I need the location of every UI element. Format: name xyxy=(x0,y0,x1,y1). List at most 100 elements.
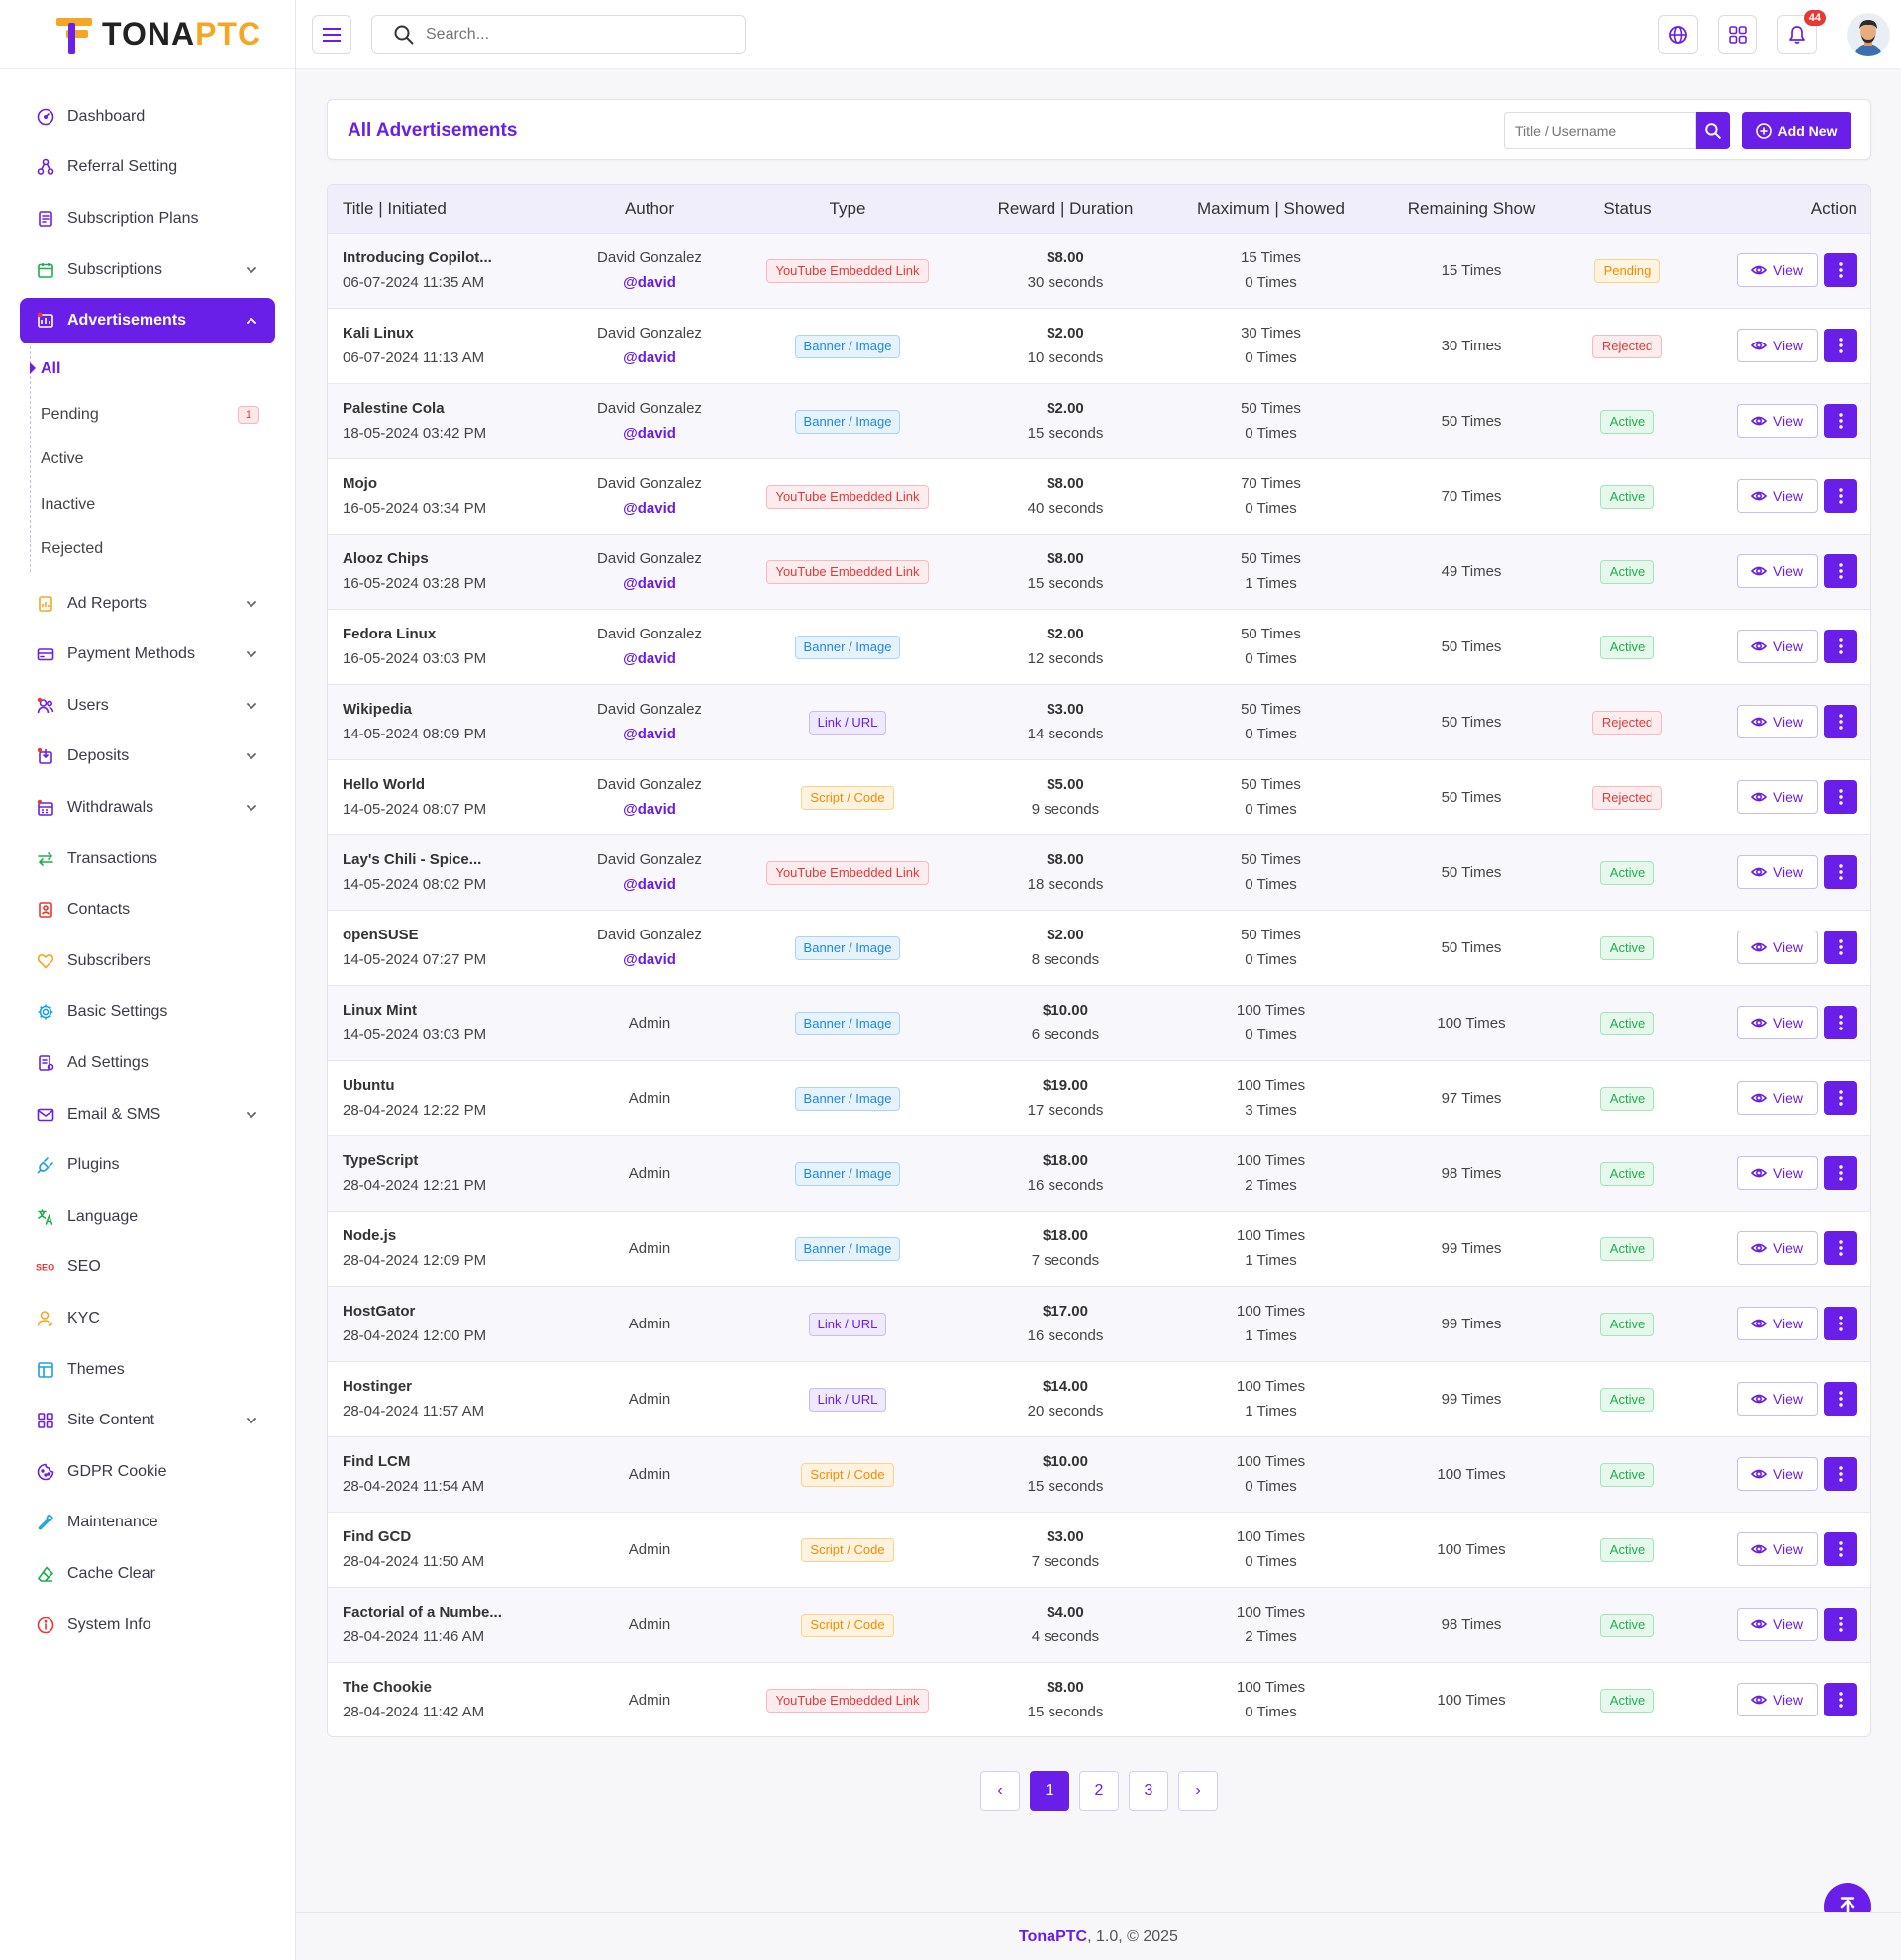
pagination-next-button[interactable]: › xyxy=(1178,1771,1218,1811)
sidebar-item-transactions[interactable]: Transactions xyxy=(0,833,295,885)
sidebar-item-contacts[interactable]: Contacts xyxy=(0,884,295,935)
more-actions-button[interactable] xyxy=(1824,1156,1857,1190)
sidebar-item-language[interactable]: Language xyxy=(0,1191,295,1242)
sidebar-item-ad-settings[interactable]: Ad Settings xyxy=(0,1037,295,1089)
sidebar-item-seo[interactable]: SEO SEO xyxy=(0,1242,295,1294)
author-handle-link[interactable]: @david xyxy=(623,425,676,441)
more-actions-button[interactable] xyxy=(1824,1231,1857,1265)
view-button[interactable]: View xyxy=(1737,1006,1818,1039)
sidebar-item-subscriptions[interactable]: Subscriptions xyxy=(0,245,295,296)
author-handle-link[interactable]: @david xyxy=(623,575,676,592)
column-header[interactable]: Maximum | Showed xyxy=(1197,198,1345,218)
avatar[interactable] xyxy=(1847,13,1890,56)
pagination-page-3[interactable]: 3 xyxy=(1129,1771,1168,1811)
sidebar-item-users[interactable]: Users xyxy=(0,680,295,732)
view-button[interactable]: View xyxy=(1737,1231,1818,1265)
column-header[interactable]: Reward | Duration xyxy=(997,198,1134,218)
more-actions-button[interactable] xyxy=(1824,554,1857,588)
sidebar-item-withdrawals[interactable]: Withdrawals xyxy=(0,782,295,833)
author-handle-link[interactable]: @david xyxy=(623,951,676,968)
more-actions-button[interactable] xyxy=(1824,1532,1857,1566)
view-button[interactable]: View xyxy=(1737,1608,1818,1641)
title-username-filter-input[interactable] xyxy=(1504,112,1696,149)
more-actions-button[interactable] xyxy=(1824,1608,1857,1641)
view-button[interactable]: View xyxy=(1737,705,1818,738)
sidebar-item-payment-methods[interactable]: Payment Methods xyxy=(0,629,295,680)
view-button[interactable]: View xyxy=(1737,931,1818,964)
more-actions-button[interactable] xyxy=(1824,1081,1857,1115)
pagination-page-2[interactable]: 2 xyxy=(1079,1771,1119,1811)
submenu-item-pending[interactable]: Pending 1 xyxy=(31,392,295,438)
view-button[interactable]: View xyxy=(1737,1382,1818,1416)
submenu-item-all[interactable]: All xyxy=(30,346,295,392)
more-actions-button[interactable] xyxy=(1824,404,1857,438)
sidebar-item-ad-reports[interactable]: Ad Reports xyxy=(0,578,295,630)
view-button[interactable]: View xyxy=(1737,1081,1818,1115)
view-button[interactable]: View xyxy=(1737,780,1818,814)
sidebar-item-basic-settings[interactable]: Basic Settings xyxy=(0,987,295,1038)
sidebar-item-subscription-plans[interactable]: Subscription Plans xyxy=(0,193,295,245)
view-button[interactable]: View xyxy=(1737,1156,1818,1190)
column-header[interactable]: Author xyxy=(624,198,675,218)
sidebar-item-advertisements[interactable]: Advertisements xyxy=(20,298,275,344)
column-header[interactable]: Title | Initiated xyxy=(343,198,447,218)
footer-brand-link[interactable]: TonaPTC xyxy=(1019,1927,1088,1945)
author-handle-link[interactable]: @david xyxy=(623,349,676,366)
sidebar-item-cache-clear[interactable]: Cache Clear xyxy=(0,1548,295,1600)
more-actions-button[interactable] xyxy=(1824,1457,1857,1491)
sidebar-item-plugins[interactable]: Plugins xyxy=(0,1139,295,1191)
notifications-button[interactable]: 44 xyxy=(1777,10,1826,54)
submenu-item-rejected[interactable]: Rejected xyxy=(31,527,295,572)
submenu-item-active[interactable]: Active xyxy=(31,437,295,482)
column-header[interactable]: Remaining Show xyxy=(1407,198,1536,218)
more-actions-button[interactable] xyxy=(1824,931,1857,964)
sidebar-item-site-content[interactable]: Site Content xyxy=(0,1395,295,1446)
author-handle-link[interactable]: @david xyxy=(623,650,676,667)
menu-toggle-button[interactable] xyxy=(312,15,351,54)
column-header[interactable]: Type xyxy=(829,198,866,218)
view-button[interactable]: View xyxy=(1737,1532,1818,1566)
pagination-page-1[interactable]: 1 xyxy=(1030,1771,1069,1811)
more-actions-button[interactable] xyxy=(1824,1006,1857,1039)
more-actions-button[interactable] xyxy=(1824,329,1857,362)
column-header[interactable]: Status xyxy=(1603,198,1651,218)
more-actions-button[interactable] xyxy=(1824,1307,1857,1340)
more-actions-button[interactable] xyxy=(1824,1382,1857,1416)
more-actions-button[interactable] xyxy=(1824,253,1857,287)
view-button[interactable]: View xyxy=(1737,329,1818,362)
author-handle-link[interactable]: @david xyxy=(623,274,676,291)
sidebar-item-referral-setting[interactable]: Referral Setting xyxy=(0,143,295,194)
sidebar-item-gdpr-cookie[interactable]: GDPR Cookie xyxy=(0,1446,295,1498)
view-button[interactable]: View xyxy=(1737,554,1818,588)
view-button[interactable]: View xyxy=(1737,1307,1818,1340)
logo[interactable]: TONAPTC xyxy=(0,0,295,69)
language-button[interactable] xyxy=(1658,15,1698,54)
more-actions-button[interactable] xyxy=(1824,855,1857,889)
sidebar-item-maintenance[interactable]: Maintenance xyxy=(0,1498,295,1549)
more-actions-button[interactable] xyxy=(1824,630,1857,663)
author-handle-link[interactable]: @david xyxy=(623,876,676,893)
more-actions-button[interactable] xyxy=(1824,780,1857,814)
sidebar-item-subscribers[interactable]: Subscribers xyxy=(0,935,295,987)
filter-search-button[interactable] xyxy=(1696,112,1730,149)
sidebar-item-kyc[interactable]: KYC xyxy=(0,1293,295,1344)
view-button[interactable]: View xyxy=(1737,1683,1818,1717)
view-button[interactable]: View xyxy=(1737,1457,1818,1491)
author-handle-link[interactable]: @david xyxy=(623,801,676,818)
sidebar-item-themes[interactable]: Themes xyxy=(0,1344,295,1396)
view-button[interactable]: View xyxy=(1737,855,1818,889)
pagination-prev-button[interactable]: ‹ xyxy=(980,1771,1020,1811)
author-handle-link[interactable]: @david xyxy=(623,500,676,517)
submenu-item-inactive[interactable]: Inactive xyxy=(31,482,295,528)
sidebar-item-email-and-sms[interactable]: Email & SMS xyxy=(0,1089,295,1140)
sidebar-item-dashboard[interactable]: Dashboard xyxy=(0,91,295,143)
more-actions-button[interactable] xyxy=(1824,1683,1857,1717)
sidebar-item-system-info[interactable]: System Info xyxy=(0,1600,295,1651)
view-button[interactable]: View xyxy=(1737,253,1818,287)
apps-button[interactable] xyxy=(1718,15,1757,54)
add-new-button[interactable]: Add New xyxy=(1742,112,1851,149)
more-actions-button[interactable] xyxy=(1824,479,1857,513)
view-button[interactable]: View xyxy=(1737,630,1818,663)
author-handle-link[interactable]: @david xyxy=(623,726,676,742)
view-button[interactable]: View xyxy=(1737,479,1818,513)
